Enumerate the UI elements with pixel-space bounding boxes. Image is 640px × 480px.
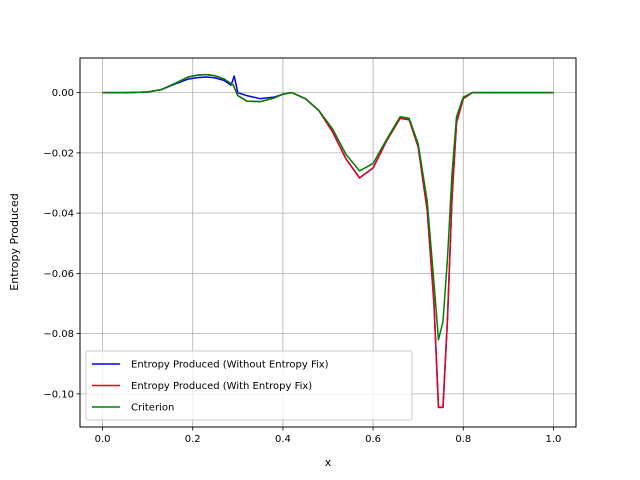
x-axis-label: x (325, 456, 332, 469)
legend-label-3: Criterion (131, 403, 174, 414)
x-tick-label: 0.0 (95, 434, 111, 445)
x-tick-label: 1.0 (546, 434, 562, 445)
legend: Entropy Produced (Without Entropy Fix) En… (85, 350, 413, 421)
plot-frame (79, 57, 577, 428)
y-tick-label: 0.00 (52, 88, 74, 99)
y-tick-label: −0.04 (43, 209, 74, 220)
grid (80, 58, 576, 427)
legend-label-1: Entropy Produced (Without Entropy Fix) (131, 360, 329, 371)
y-tick-label: −0.08 (43, 329, 74, 340)
legend-label-2: Entropy Produced (With Entropy Fix) (131, 381, 312, 392)
y-axis-ticks: 0.00 −0.02 −0.04 −0.06 −0.08 −0.10 (43, 88, 80, 400)
x-tick-label: 0.8 (455, 434, 471, 445)
y-tick-label: −0.06 (43, 269, 74, 280)
x-tick-label: 0.4 (275, 434, 291, 445)
x-tick-label: 0.2 (185, 434, 201, 445)
y-axis-label: Entropy Produced (8, 193, 21, 290)
y-tick-label: −0.02 (43, 148, 74, 159)
y-tick-label: −0.10 (43, 389, 74, 400)
x-axis-ticks: 0.0 0.2 0.4 0.6 0.8 1.0 (95, 427, 562, 445)
series-lines (102, 73, 554, 409)
series-line-3 (102, 73, 554, 341)
x-tick-label: 0.6 (365, 434, 381, 445)
legend-box (85, 350, 413, 421)
